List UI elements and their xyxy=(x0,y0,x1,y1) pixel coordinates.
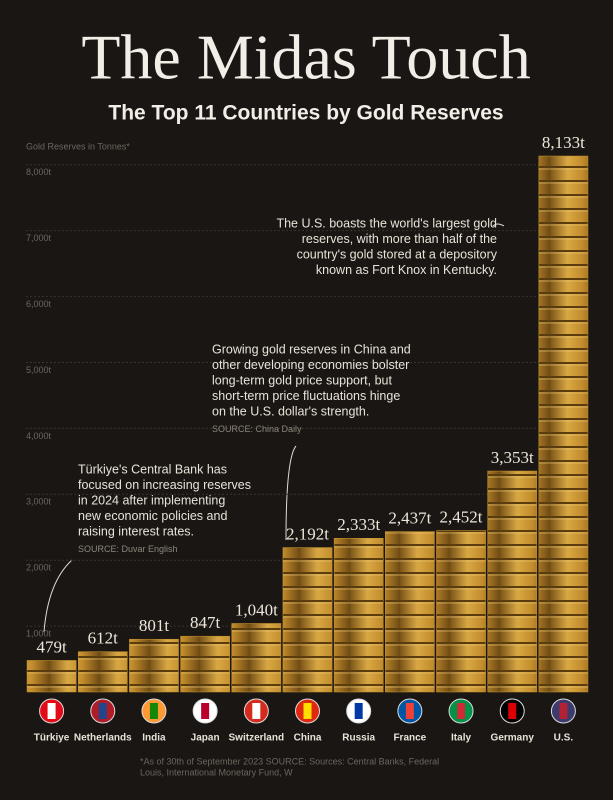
x-tick-label: Switzerland xyxy=(229,733,285,744)
x-tick-label: Italy xyxy=(451,733,471,744)
bar xyxy=(129,638,179,693)
bar xyxy=(538,155,589,693)
annotation: known as Fort Knox in Kentucky. xyxy=(316,263,497,277)
value-label: 2,452t xyxy=(440,507,483,526)
annotation: country's gold stored at a depository xyxy=(297,247,498,261)
flag-stripe xyxy=(457,703,466,719)
bar xyxy=(385,531,435,693)
annotation: focused on increasing reserves xyxy=(78,478,251,492)
arrow xyxy=(285,445,297,541)
y-tick-label: 6,000t xyxy=(26,299,52,309)
flag-stripe xyxy=(201,703,210,719)
flag-stripe xyxy=(405,703,414,719)
footnote: Louis, International Monetary Fund, W xyxy=(140,767,293,777)
value-label: 2,333t xyxy=(337,515,380,534)
x-tick-label: China xyxy=(294,733,322,744)
annotation: raising interest rates. xyxy=(78,524,194,538)
value-label: 612t xyxy=(88,629,119,648)
arrow xyxy=(492,223,505,227)
flag-stripe xyxy=(149,703,158,719)
y-tick-label: 4,000t xyxy=(26,431,52,441)
y-tick-label: 3,000t xyxy=(26,497,52,507)
annotation: short-term price fluctuations hinge xyxy=(212,389,400,403)
footnote: *As of 30th of September 2023 SOURCE: So… xyxy=(140,756,439,766)
bar xyxy=(333,537,384,693)
flag-stripe xyxy=(98,703,107,719)
x-tick-label: Germany xyxy=(491,733,535,744)
flag-stripe xyxy=(47,703,56,719)
x-tick-label: France xyxy=(393,733,426,744)
x-tick-label: U.S. xyxy=(554,733,574,744)
annotation: Türkiye's Central Bank has xyxy=(78,462,227,476)
annotation: other developing economies bolster xyxy=(212,358,409,372)
arrow xyxy=(43,559,73,633)
y-tick-label: 8,000t xyxy=(26,167,52,177)
x-tick-label: Türkiye xyxy=(34,733,70,744)
y-tick-label: 2,000t xyxy=(26,563,52,573)
value-label: 3,353t xyxy=(491,448,534,467)
flag-stripe xyxy=(354,703,363,719)
annotation-source: SOURCE: Duvar English xyxy=(78,544,178,554)
y-axis-label: Gold Reserves in Tonnes* xyxy=(26,141,130,151)
value-label: 479t xyxy=(36,637,67,656)
value-label: 8,133t xyxy=(542,133,585,152)
annotation: Growing gold reserves in China and xyxy=(212,342,411,356)
annotation: new economic policies and xyxy=(78,509,227,523)
y-tick-label: 1,000t xyxy=(26,628,52,638)
annotation: long-term gold price support, but xyxy=(212,373,392,387)
value-label: 2,192t xyxy=(286,524,329,543)
value-label: 801t xyxy=(139,616,170,635)
bar xyxy=(77,651,128,693)
flag-stripe xyxy=(252,703,261,719)
bar xyxy=(26,660,77,693)
value-label: 2,437t xyxy=(388,508,431,527)
bar xyxy=(282,547,333,693)
annotation: on the U.S. dollar's strength. xyxy=(212,404,369,418)
bar xyxy=(231,623,282,693)
value-label: 1,040t xyxy=(235,600,278,619)
flag-stripe xyxy=(508,703,517,719)
flag-stripe xyxy=(559,703,568,719)
annotation-source: SOURCE: China Daily xyxy=(212,424,302,434)
chart-title: The Midas Touch xyxy=(81,22,530,93)
bar xyxy=(180,635,230,693)
y-tick-label: 5,000t xyxy=(26,365,52,375)
x-tick-label: Japan xyxy=(191,733,220,744)
annotation: The U.S. boasts the world's largest gold xyxy=(276,216,497,230)
y-tick-label: 7,000t xyxy=(26,233,52,243)
annotation: in 2024 after implementing xyxy=(78,493,225,507)
chart-subtitle: The Top 11 Countries by Gold Reserves xyxy=(108,102,503,125)
value-label: 847t xyxy=(190,613,221,632)
x-tick-label: India xyxy=(142,733,166,744)
x-tick-label: Netherlands xyxy=(74,733,132,744)
bar xyxy=(436,530,486,693)
bar xyxy=(487,470,538,693)
x-tick-label: Russia xyxy=(342,733,375,744)
flag-stripe xyxy=(303,703,312,719)
annotation: reserves, with more than half of the xyxy=(302,232,497,246)
